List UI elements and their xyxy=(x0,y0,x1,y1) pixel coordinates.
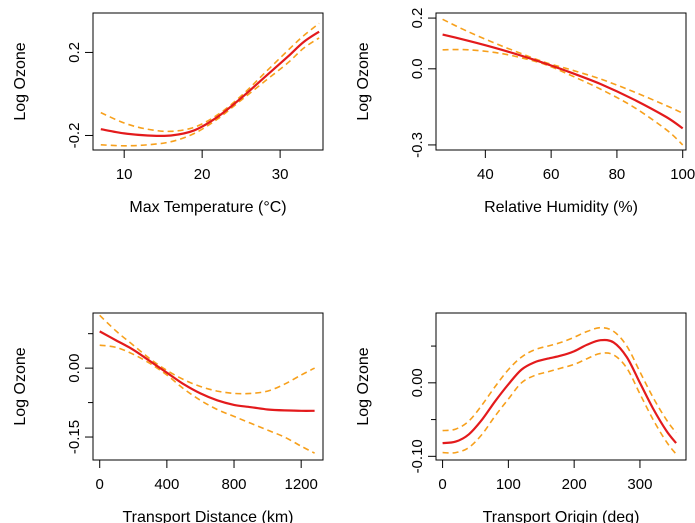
fitted-curve xyxy=(442,338,677,445)
y-tick-label: 0.00 xyxy=(409,368,426,397)
y-axis-label: Log Ozone xyxy=(355,42,372,120)
x-tick-label: 100 xyxy=(670,166,695,183)
panel-2: 40 60 80 100 -0.3 0.0 0.2 Relative Humidity (%)… xyxy=(355,8,695,216)
x-tick-label: 80 xyxy=(609,166,626,183)
y-tick-label: 0.0 xyxy=(409,58,426,79)
x-tick-label: 200 xyxy=(562,476,587,493)
x-tick-label: 20 xyxy=(194,166,211,183)
upper-band-curve xyxy=(99,314,315,395)
x-axis-label: Transport Distance (km) xyxy=(123,509,294,523)
panel-1: 10 20 30 -0.2 0.2 Max Temperature (°C) Log Ozo… xyxy=(12,12,324,216)
upper-band-curve xyxy=(442,18,684,114)
x-axis-label: Max Temperature (°C) xyxy=(129,199,286,216)
upper-band-curve xyxy=(442,326,677,434)
plot-frame xyxy=(92,312,324,461)
lower-band-curve xyxy=(100,37,320,147)
y-tick-label: -0.10 xyxy=(409,439,426,473)
x-tick-label: 10 xyxy=(116,166,133,183)
x-tick-label: 0 xyxy=(438,476,446,493)
y-tick-label: 0.2 xyxy=(66,42,83,63)
x-tick-label: 400 xyxy=(154,476,179,493)
lower-band-curve xyxy=(442,48,684,146)
y-axis-label: Log Ozone xyxy=(12,347,29,425)
y-tick-label: 0.00 xyxy=(66,354,83,383)
x-tick-label: 40 xyxy=(477,166,494,183)
x-tick-label: 800 xyxy=(222,476,247,493)
fitted-curve xyxy=(99,330,315,412)
x-axis-label: Transport Origin (deg) xyxy=(483,509,640,523)
x-tick-label: 0 xyxy=(96,476,104,493)
y-axis-label: Log Ozone xyxy=(355,347,372,425)
x-tick-label: 1200 xyxy=(284,476,317,493)
y-tick-label: -0.15 xyxy=(66,420,83,454)
lower-band-curve xyxy=(442,352,677,455)
x-tick-label: 100 xyxy=(496,476,521,493)
upper-band-curve xyxy=(100,22,320,133)
y-tick-label: -0.3 xyxy=(409,132,426,158)
plot-frame xyxy=(435,12,687,151)
x-tick-label: 30 xyxy=(272,166,289,183)
panel-4: 0 100 200 300 -0.10 0.00 Transport Origin (deg… xyxy=(355,312,687,523)
fitted-curve xyxy=(442,33,684,130)
x-tick-label: 300 xyxy=(627,476,652,493)
x-tick-label: 60 xyxy=(543,166,560,183)
y-tick-label: -0.2 xyxy=(66,123,83,149)
panel-3: 0 400 800 1200 -0.15 0.00 Transport Distance (… xyxy=(12,312,324,523)
plot-frame xyxy=(435,312,687,461)
x-axis-label: Relative Humidity (%) xyxy=(484,199,638,216)
y-tick-label: 0.2 xyxy=(409,8,426,29)
y-axis-label: Log Ozone xyxy=(12,42,29,120)
plot-frame xyxy=(92,12,324,151)
fitted-curve xyxy=(100,30,320,138)
lower-band-curve xyxy=(99,344,315,454)
